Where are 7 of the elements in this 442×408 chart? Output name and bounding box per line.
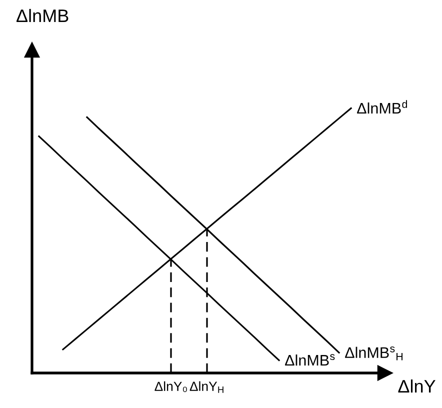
y-axis-title: ΔlnMB: [16, 8, 68, 22]
x-tick-label: ΔlnY$_{H}$: [190, 381, 224, 393]
x-axis-title: ΔlnY: [398, 379, 436, 393]
series-label: ΔlnMB$^{d}$: [357, 100, 407, 114]
series-label: ΔlnMB$^{s}$: [285, 354, 335, 366]
x-tick-label: ΔlnY₀: [154, 381, 187, 392]
series-label: ΔlnMB$^{s}$$_{H}$: [345, 346, 402, 360]
